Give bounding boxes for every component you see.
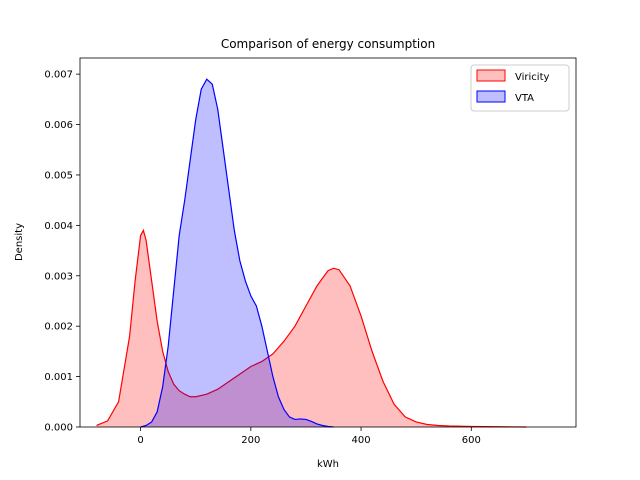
legend: Viricity VTA [470,64,570,112]
legend-swatch-viricity [476,69,506,82]
x-tick-label: 200 [241,435,260,446]
y-tick-label: 0.000 [44,423,73,434]
y-tick-label: 0.003 [44,271,73,282]
y-tick-label: 0.004 [44,221,73,232]
series-line-vta [140,78,334,428]
series-area-vta [140,79,334,428]
y-tick-label: 0.006 [44,120,73,131]
y-axis-label: Density [14,223,25,261]
y-tick-label: 0.007 [44,70,73,81]
x-axis-label: kWh [317,459,339,470]
legend-label-viricity: Viricity [515,72,549,83]
y-tick-label: 0.001 [44,372,73,383]
x-tick-label: 0 [137,435,143,446]
series-layer [96,78,527,428]
y-tick-label: 0.005 [44,170,73,181]
legend-box [470,64,570,112]
series-line-viricity [96,228,527,428]
x-tick-label: 400 [352,435,371,446]
plot-background [80,58,576,427]
plot-frame [79,57,577,428]
y-tick-label: 0.002 [44,322,73,333]
chart-title: Comparison of energy consumption [221,37,435,51]
axes-layer: 0 200 400 600 0.000 0.001 0.002 0.003 0.004 0.005… [44,57,577,446]
legend-swatch-vta [476,90,506,103]
legend-label-vta: VTA [515,93,534,104]
x-tick-label: 600 [462,435,481,446]
series-area-viricity [96,230,527,427]
